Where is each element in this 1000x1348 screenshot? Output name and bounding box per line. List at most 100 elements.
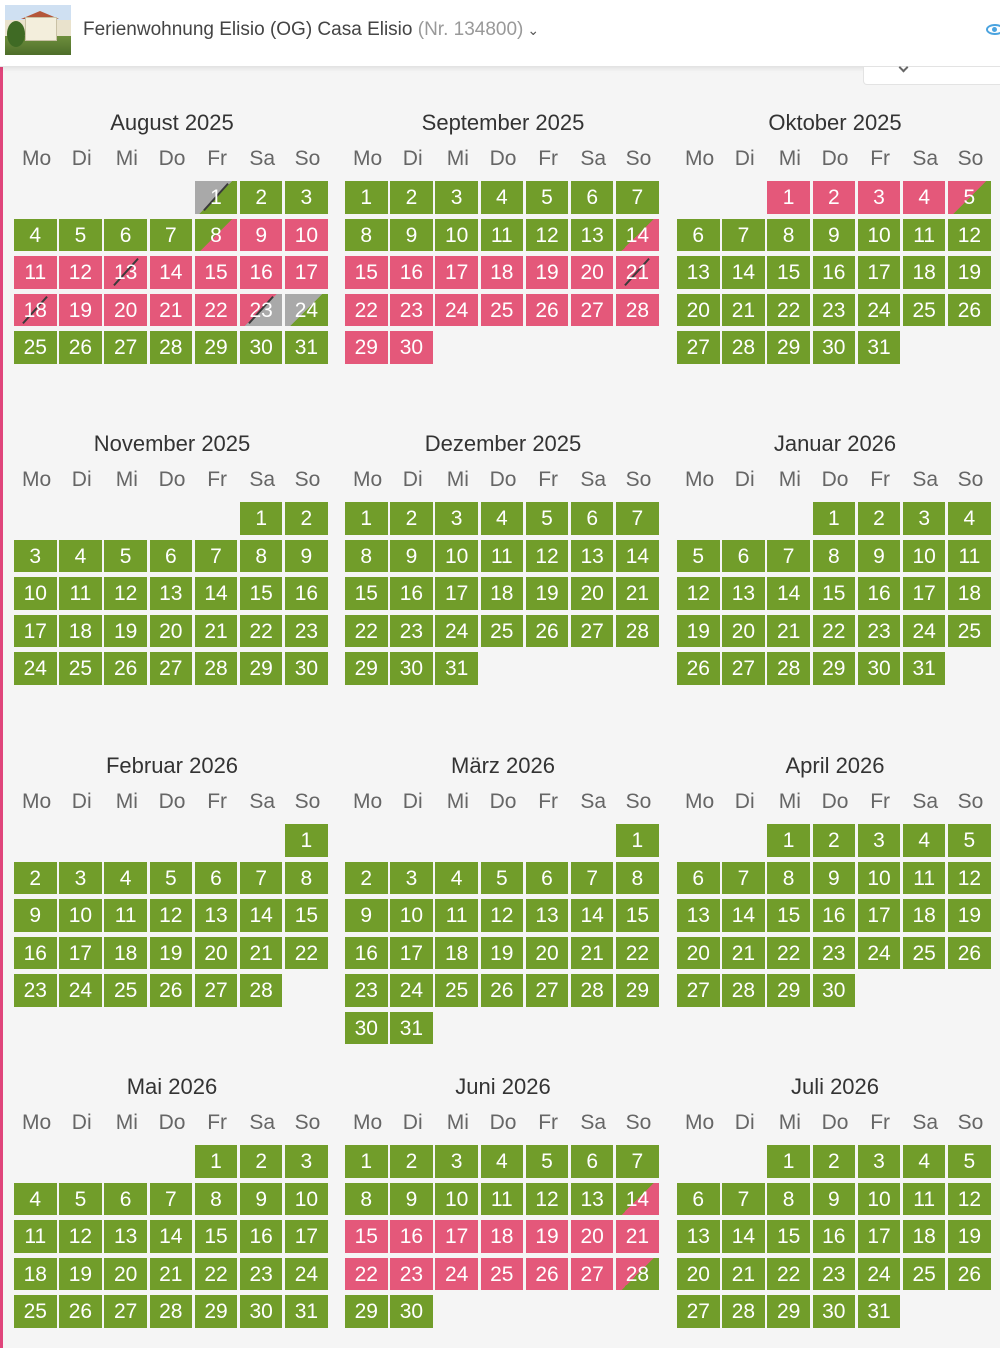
day-cell[interactable]: 29 bbox=[345, 331, 388, 364]
day-cell[interactable]: 16 bbox=[390, 256, 433, 289]
day-cell[interactable]: 25 bbox=[480, 614, 524, 647]
day-cell[interactable]: 29 bbox=[345, 1295, 388, 1328]
day-cell[interactable]: 4 bbox=[902, 824, 946, 857]
day-cell[interactable]: 7 bbox=[239, 861, 283, 894]
day-cell[interactable]: 2 bbox=[390, 502, 433, 535]
day-cell[interactable]: 11 bbox=[902, 861, 946, 894]
day-cell[interactable]: 22 bbox=[812, 614, 856, 647]
day-cell[interactable]: 10 bbox=[285, 218, 328, 251]
day-cell[interactable]: 25 bbox=[435, 974, 478, 1007]
day-cell[interactable]: 30 bbox=[812, 331, 856, 364]
day-cell[interactable]: 11 bbox=[104, 899, 147, 932]
day-cell[interactable]: 2 bbox=[390, 1145, 433, 1178]
day-cell[interactable]: 23 bbox=[390, 293, 433, 326]
day-cell[interactable]: 31 bbox=[285, 1295, 328, 1328]
day-cell[interactable]: 16 bbox=[390, 577, 433, 610]
day-cell[interactable]: 9 bbox=[390, 1182, 433, 1215]
day-cell[interactable]: 10 bbox=[435, 539, 478, 572]
day-cell[interactable]: 8 bbox=[345, 539, 388, 572]
day-cell[interactable]: 2 bbox=[812, 1145, 856, 1178]
day-cell[interactable]: 5 bbox=[525, 1145, 569, 1178]
day-cell[interactable]: 14 bbox=[149, 256, 193, 289]
day-cell[interactable]: 3 bbox=[435, 502, 478, 535]
day-cell[interactable]: 8 bbox=[767, 1182, 810, 1215]
day-cell[interactable]: 31 bbox=[435, 652, 478, 685]
day-cell[interactable]: 6 bbox=[677, 1182, 720, 1215]
day-cell[interactable]: 9 bbox=[14, 899, 57, 932]
day-cell[interactable]: 26 bbox=[59, 331, 102, 364]
day-cell[interactable]: 4 bbox=[902, 1145, 946, 1178]
day-cell[interactable]: 17 bbox=[902, 577, 946, 610]
day-cell[interactable]: 27 bbox=[570, 614, 614, 647]
day-cell[interactable]: 25 bbox=[902, 293, 946, 326]
day-cell[interactable]: 4 bbox=[480, 502, 524, 535]
day-cell[interactable]: 21 bbox=[616, 1220, 659, 1253]
day-cell[interactable]: 11 bbox=[480, 1182, 524, 1215]
day-cell[interactable]: 16 bbox=[390, 1220, 433, 1253]
day-cell[interactable]: 21 bbox=[616, 256, 659, 289]
day-cell[interactable]: 9 bbox=[345, 899, 388, 932]
day-cell[interactable]: 20 bbox=[570, 1220, 614, 1253]
day-cell[interactable]: 20 bbox=[149, 614, 193, 647]
day-cell[interactable]: 13 bbox=[570, 1182, 614, 1215]
day-cell[interactable]: 2 bbox=[857, 502, 901, 535]
day-cell[interactable]: 22 bbox=[767, 936, 810, 969]
day-cell[interactable]: 20 bbox=[104, 1257, 147, 1290]
day-cell[interactable]: 26 bbox=[149, 974, 193, 1007]
day-cell[interactable]: 17 bbox=[59, 936, 102, 969]
day-cell[interactable]: 26 bbox=[480, 974, 524, 1007]
day-cell[interactable]: 7 bbox=[149, 1182, 193, 1215]
day-cell[interactable]: 1 bbox=[285, 824, 328, 857]
day-cell[interactable]: 22 bbox=[285, 936, 328, 969]
day-cell[interactable]: 3 bbox=[285, 1145, 328, 1178]
day-cell[interactable]: 20 bbox=[525, 936, 569, 969]
day-cell[interactable]: 3 bbox=[390, 861, 433, 894]
day-cell[interactable]: 29 bbox=[345, 652, 388, 685]
day-cell[interactable]: 28 bbox=[149, 331, 193, 364]
day-cell[interactable]: 30 bbox=[239, 1295, 283, 1328]
day-cell[interactable]: 14 bbox=[722, 256, 765, 289]
day-cell[interactable]: 21 bbox=[570, 936, 614, 969]
day-cell[interactable]: 10 bbox=[857, 218, 901, 251]
day-cell[interactable]: 18 bbox=[948, 577, 991, 610]
day-cell[interactable]: 28 bbox=[767, 652, 810, 685]
day-cell[interactable]: 15 bbox=[767, 1220, 810, 1253]
day-cell[interactable]: 20 bbox=[104, 293, 147, 326]
day-cell[interactable]: 30 bbox=[812, 974, 856, 1007]
day-cell[interactable]: 22 bbox=[239, 614, 283, 647]
day-cell[interactable]: 20 bbox=[677, 936, 720, 969]
day-cell[interactable]: 22 bbox=[345, 293, 388, 326]
day-cell[interactable]: 15 bbox=[345, 577, 388, 610]
day-cell[interactable]: 30 bbox=[390, 1295, 433, 1328]
day-cell[interactable]: 26 bbox=[525, 1257, 569, 1290]
day-cell[interactable]: 21 bbox=[194, 614, 238, 647]
day-cell[interactable]: 11 bbox=[480, 218, 524, 251]
day-cell[interactable]: 10 bbox=[857, 1182, 901, 1215]
day-cell[interactable]: 2 bbox=[345, 861, 388, 894]
day-cell[interactable]: 29 bbox=[812, 652, 856, 685]
day-cell[interactable]: 30 bbox=[345, 1011, 388, 1044]
day-cell[interactable]: 12 bbox=[525, 218, 569, 251]
day-cell[interactable]: 8 bbox=[194, 218, 238, 251]
day-cell[interactable]: 2 bbox=[812, 181, 856, 214]
day-cell[interactable]: 9 bbox=[285, 539, 328, 572]
day-cell[interactable]: 27 bbox=[104, 1295, 147, 1328]
day-cell[interactable]: 25 bbox=[59, 652, 102, 685]
day-cell[interactable]: 21 bbox=[239, 936, 283, 969]
day-cell[interactable]: 4 bbox=[480, 181, 524, 214]
day-cell[interactable]: 18 bbox=[902, 256, 946, 289]
day-cell[interactable]: 19 bbox=[480, 936, 524, 969]
day-cell[interactable]: 26 bbox=[525, 614, 569, 647]
day-cell[interactable]: 12 bbox=[525, 539, 569, 572]
day-cell[interactable]: 30 bbox=[239, 331, 283, 364]
day-cell[interactable]: 5 bbox=[104, 539, 147, 572]
day-cell[interactable]: 12 bbox=[59, 1220, 102, 1253]
day-cell[interactable]: 8 bbox=[194, 1182, 238, 1215]
day-cell[interactable]: 17 bbox=[857, 899, 901, 932]
day-cell[interactable]: 12 bbox=[104, 577, 147, 610]
day-cell[interactable]: 6 bbox=[570, 181, 614, 214]
day-cell[interactable]: 2 bbox=[14, 861, 57, 894]
day-cell[interactable]: 10 bbox=[59, 899, 102, 932]
day-cell[interactable]: 9 bbox=[857, 539, 901, 572]
day-cell[interactable]: 30 bbox=[390, 331, 433, 364]
